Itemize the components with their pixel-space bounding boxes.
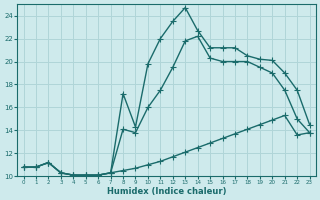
X-axis label: Humidex (Indice chaleur): Humidex (Indice chaleur) <box>107 187 226 196</box>
